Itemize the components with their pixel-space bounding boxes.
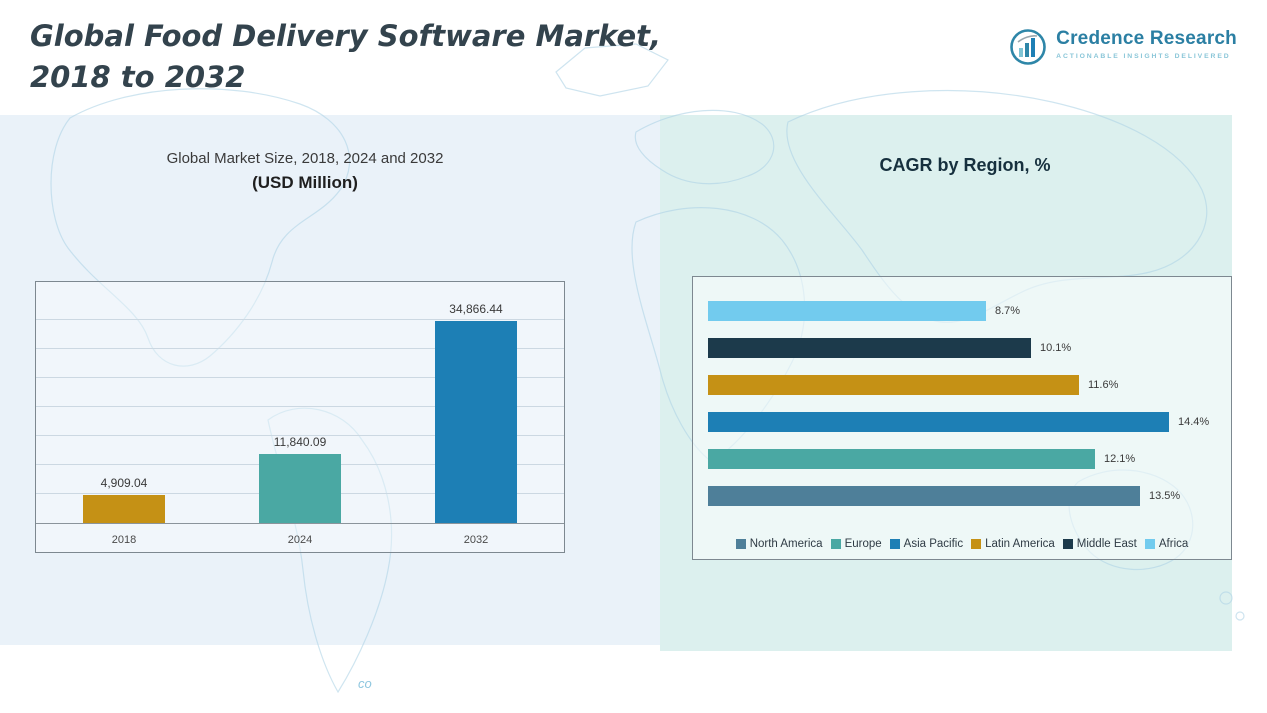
legend-item-middle-east: Middle East (1062, 538, 1137, 550)
legend-label-europe: Europe (844, 538, 882, 550)
cagr-row-africa: 8.7% (693, 292, 1231, 329)
bar-2032 (435, 321, 517, 523)
cagr-chart-title: CAGR by Region, % (879, 155, 1051, 175)
legend-swatch-africa (1144, 539, 1155, 549)
cagr-row-latin-america: 11.6% (693, 366, 1231, 403)
bar-column-2032: 34,866.44 (388, 291, 564, 523)
credence-research-logo: Credence Research Actionable Insights De… (1009, 28, 1237, 71)
cagr-bar-africa (708, 300, 986, 321)
legend-item-latin-america: Latin America (971, 538, 1055, 550)
legend-swatch-asia-pacific (889, 539, 900, 549)
bar-column-2018: 4,909.04 (36, 291, 212, 523)
bar-value-label-2018: 4,909.04 (100, 476, 148, 490)
legend-item-africa: Africa (1144, 538, 1189, 550)
market-size-bar-chart: 4,909.04 11,840.09 34,866.44 2018 2024 2032 (35, 281, 565, 553)
bar-value-label-2032: 34,866.44 (449, 302, 503, 316)
cagr-row-north-america: 13.5% (693, 477, 1231, 514)
cagr-value-label-middle-east: 10.1% (1040, 341, 1072, 354)
cagr-bar-latin-america (708, 374, 1079, 395)
legend-label-africa: Africa (1158, 538, 1189, 550)
bar-2018 (83, 495, 165, 523)
legend-item-asia-pacific: Asia Pacific (889, 538, 964, 550)
market-size-chart-subtitle: (USD Million) (252, 173, 358, 192)
cagr-plot-area: 8.7% 10.1% 11.6% 14.4% 12.1% 13.5% (693, 292, 1231, 514)
market-size-plot-area: 4,909.04 11,840.09 34,866.44 (36, 291, 564, 524)
bar-column-2024: 11,840.09 (212, 291, 388, 523)
cagr-value-label-latin-america: 11.6% (1088, 378, 1119, 391)
cagr-value-label-africa: 8.7% (995, 304, 1021, 317)
cagr-value-label-europe: 12.1% (1104, 452, 1136, 465)
gridline (36, 406, 564, 407)
legend-item-north-america: North America (735, 538, 823, 550)
page-title: Global Food Delivery Software Market, 20… (30, 16, 661, 97)
cagr-bar-chart: 8.7% 10.1% 11.6% 14.4% 12.1% 13.5% North Amer… (692, 276, 1232, 560)
logo-text: Credence Research Actionable Insights De… (1056, 28, 1237, 60)
cagr-bar-north-america (708, 485, 1140, 506)
x-axis-label-2032: 2032 (463, 534, 489, 546)
cagr-row-europe: 12.1% (693, 440, 1231, 477)
legend-swatch-north-america (735, 539, 746, 549)
page-title-line1: Global Food Delivery Software Market, (30, 19, 662, 53)
cagr-row-middle-east: 10.1% (693, 329, 1231, 366)
market-size-x-axis: 2018 2024 2032 (36, 534, 564, 546)
cagr-legend: North America Europe Asia Pacific Latin Ame… (693, 538, 1231, 550)
logo-tagline: Actionable Insights Delivered (1056, 53, 1231, 60)
x-axis-label-2018: 2018 (111, 534, 137, 546)
legend-swatch-europe (830, 539, 841, 549)
legend-label-asia-pacific: Asia Pacific (903, 538, 964, 550)
legend-label-latin-america: Latin America (985, 538, 1055, 550)
legend-label-middle-east: Middle East (1076, 538, 1137, 550)
legend-item-europe: Europe (830, 538, 882, 550)
market-size-chart-title: Global Market Size, 2018, 2024 and 2032 (166, 150, 444, 167)
bar-value-label-2024: 11,840.09 (273, 435, 327, 449)
bar-2024 (259, 454, 341, 523)
cagr-bar-middle-east (708, 337, 1031, 358)
logo-name: Credence Research (1056, 28, 1237, 49)
map-annotation: co (358, 676, 372, 691)
cagr-value-label-asia-pacific: 14.4% (1178, 415, 1210, 428)
page-title-line2: 2018 to 2032 (30, 59, 246, 94)
cagr-row-asia-pacific: 14.4% (693, 403, 1231, 440)
cagr-bar-asia-pacific (708, 411, 1169, 432)
legend-label-north-america: North America (749, 538, 823, 550)
bar-columns: 4,909.04 11,840.09 34,866.44 (36, 291, 564, 523)
bar-chart-circle-icon (1009, 28, 1047, 71)
cagr-value-label-north-america: 13.5% (1149, 489, 1181, 502)
gridline (36, 377, 564, 378)
legend-swatch-middle-east (1062, 539, 1073, 549)
cagr-bar-europe (708, 448, 1095, 469)
legend-swatch-latin-america (971, 539, 982, 549)
x-axis-label-2024: 2024 (287, 534, 313, 546)
